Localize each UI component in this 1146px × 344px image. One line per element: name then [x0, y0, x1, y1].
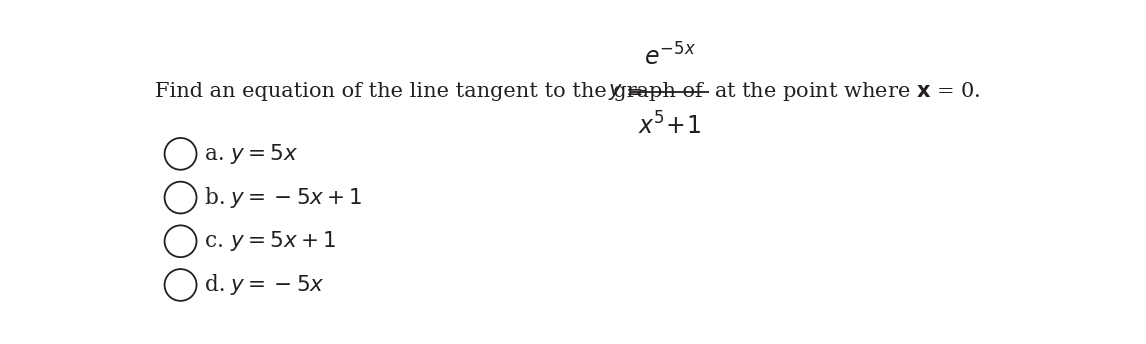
Text: $y = -5x+1$: $y = -5x+1$ [230, 185, 363, 209]
Text: $y$: $y$ [607, 82, 623, 101]
Text: $y = 5x$: $y = 5x$ [230, 142, 298, 166]
Text: a.: a. [205, 143, 231, 165]
Text: $=$: $=$ [621, 82, 643, 101]
Text: d.: d. [205, 274, 233, 296]
Text: $x^5\!+\!1$: $x^5\!+\!1$ [638, 112, 701, 140]
Text: b.: b. [205, 186, 233, 208]
Text: Find an equation of the line tangent to the graph of: Find an equation of the line tangent to … [155, 82, 709, 101]
Text: $e^{-5x}$: $e^{-5x}$ [644, 44, 696, 71]
Text: at the point where $\mathbf{x}$ = 0.: at the point where $\mathbf{x}$ = 0. [714, 80, 981, 103]
Text: c.: c. [205, 230, 231, 252]
Text: $y = 5x+1$: $y = 5x+1$ [230, 229, 337, 253]
Text: $y = -5x$: $y = -5x$ [230, 273, 325, 297]
